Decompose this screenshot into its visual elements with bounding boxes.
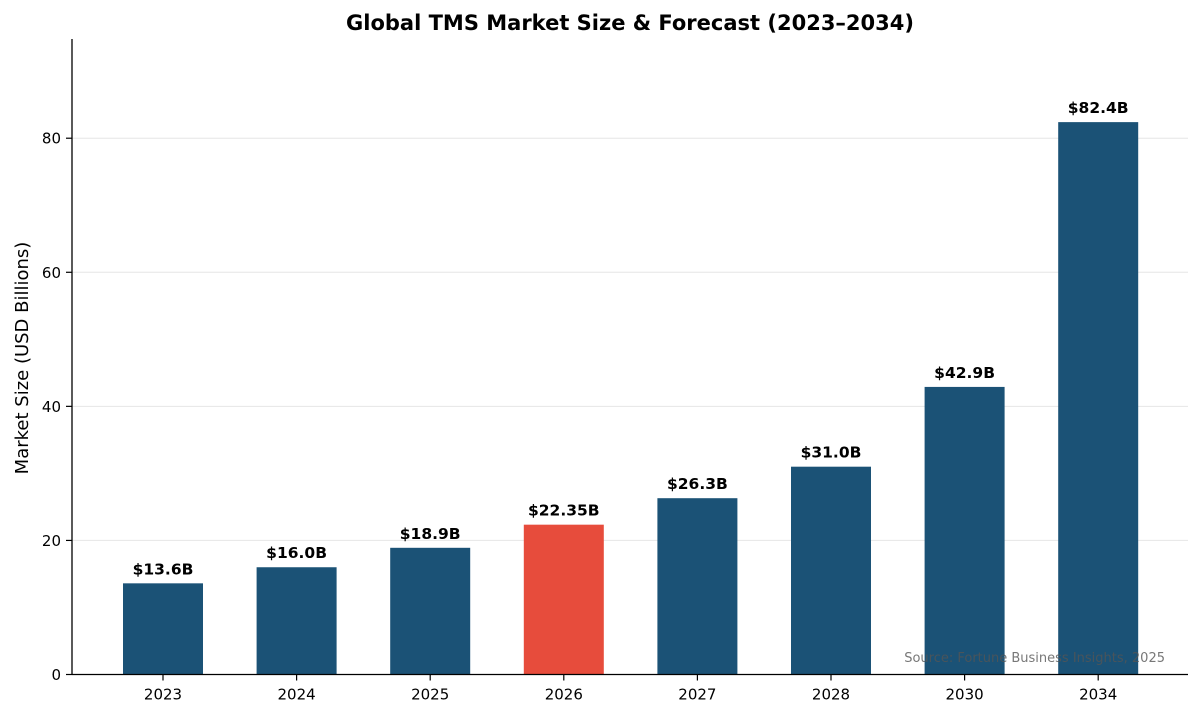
x-tick-label: 2030 (946, 686, 984, 704)
data-label: $82.4B (1068, 99, 1129, 117)
data-label: $22.35B (528, 502, 600, 520)
data-label: $13.6B (133, 560, 194, 578)
bar-2023 (123, 583, 203, 675)
bar-2025 (390, 547, 471, 675)
source-annotation: Source: Fortune Business Insights, 2025 (904, 651, 1165, 666)
x-tick-label: 2023 (144, 686, 182, 704)
bar-2027 (657, 498, 738, 675)
bar-2026 (523, 524, 604, 675)
bar-2034 (1058, 122, 1139, 675)
x-tick-label: 2024 (278, 686, 316, 704)
data-label: $31.0B (801, 444, 862, 462)
data-label: $18.9B (400, 525, 461, 543)
y-tick-label: 40 (42, 398, 61, 416)
y-tick-label: 60 (42, 264, 61, 282)
bar-2024 (256, 567, 337, 675)
x-tick-label: 2034 (1079, 686, 1117, 704)
y-tick-label: 0 (51, 666, 61, 684)
x-tick-label: 2028 (812, 686, 850, 704)
bar-2028 (791, 466, 871, 675)
data-label: $16.0B (266, 544, 327, 562)
chart-title: Global TMS Market Size & Forecast (2023–… (346, 11, 914, 35)
y-axis-label: Market Size (USD Billions) (12, 242, 33, 475)
y-tick-label: 80 (42, 130, 61, 148)
x-tick-label: 2026 (545, 686, 583, 704)
x-tick-label: 2025 (411, 686, 449, 704)
bar-2030 (924, 386, 1005, 675)
x-tick-label: 2027 (678, 686, 716, 704)
data-label: $26.3B (667, 475, 728, 493)
data-label: $42.9B (934, 364, 995, 382)
y-tick-label: 20 (42, 532, 61, 550)
